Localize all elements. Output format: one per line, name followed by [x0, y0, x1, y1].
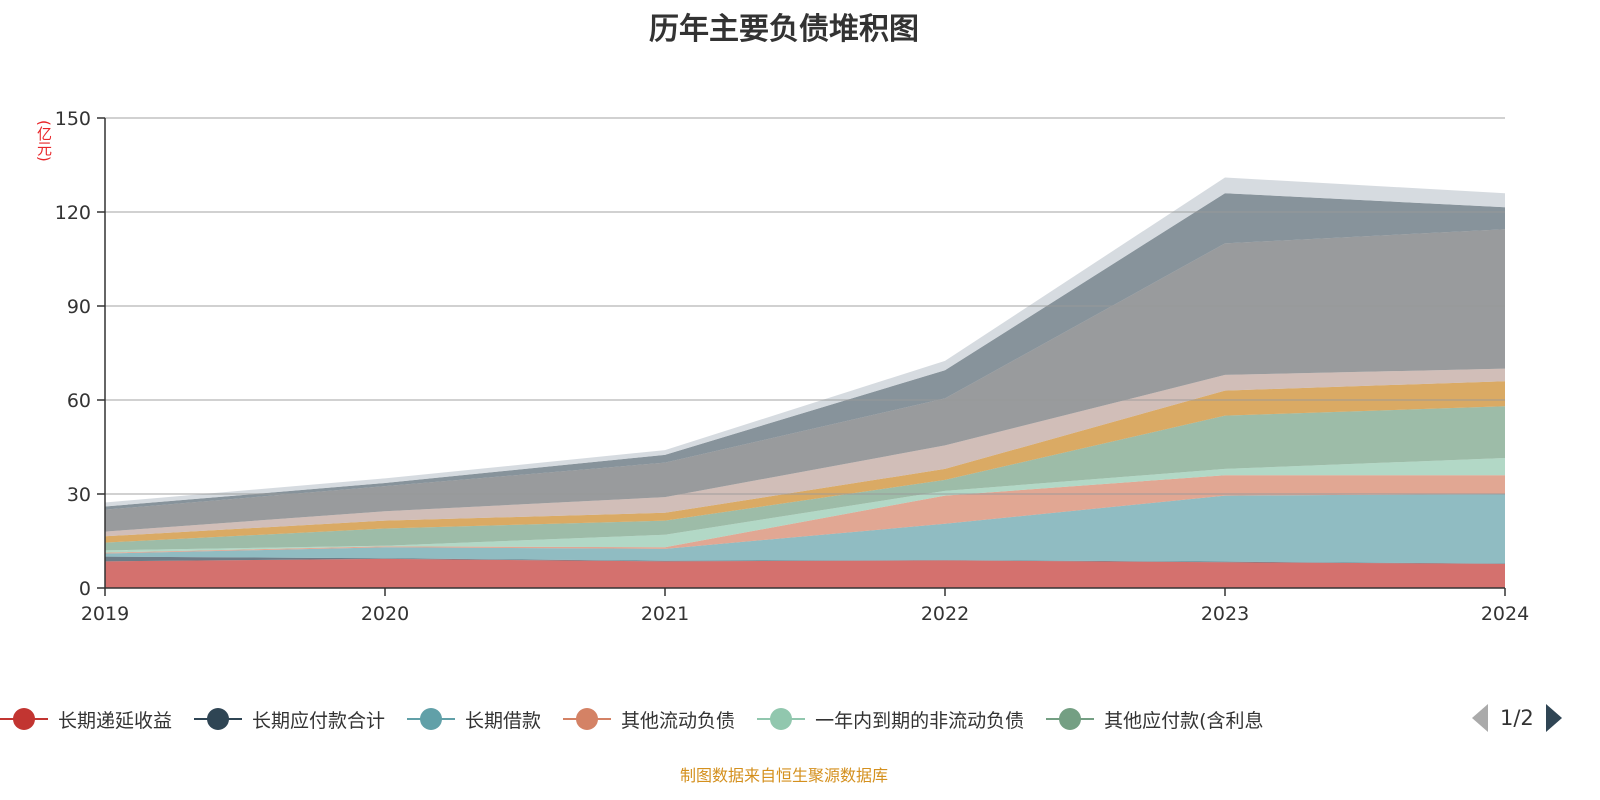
legend-item[interactable]: 一年内到期的非流动负债	[757, 706, 1024, 733]
y-tick-label: 90	[67, 296, 91, 318]
legend-label: 长期递延收益	[58, 709, 173, 732]
legend-item[interactable]: 长期应付款合计	[194, 706, 385, 733]
x-tick-label: 2024	[1481, 603, 1529, 625]
legend-item[interactable]: 长期借款	[407, 706, 541, 733]
y-tick-label: 30	[67, 484, 91, 506]
legend-marker-icon	[407, 707, 456, 731]
legend-marker-icon	[757, 707, 806, 731]
legend-prev-arrow-icon[interactable]	[1472, 704, 1488, 732]
legend-item[interactable]: 长期递延收益	[0, 706, 172, 733]
chart-title: 历年主要负债堆积图	[649, 12, 919, 47]
area-series-6	[105, 406, 1505, 551]
legend-marker-icon	[194, 707, 243, 731]
y-tick-label: 0	[79, 578, 91, 600]
x-tick-label: 2022	[921, 603, 969, 625]
area-series-10	[105, 193, 1505, 510]
y-axis-unit: (亿元)	[35, 120, 53, 162]
legend-item[interactable]: 其他流动负债	[563, 706, 735, 733]
legend-label: 长期借款	[465, 709, 542, 732]
area-series-8	[105, 368, 1505, 537]
legend-page-number: 1/2	[1500, 706, 1534, 730]
area-series-9	[105, 229, 1505, 532]
legend: 长期递延收益 长期应付款合计 长期借款 其他流动负债 一年内到期的非流动负债 其他应付款(…	[0, 704, 1286, 734]
y-tick-label: 60	[67, 390, 91, 412]
stacked-area-chart: 0 30 60 90 120 150 2019 2020 2021 2022 2023 2024	[55, 108, 1529, 625]
legend-label: 其他流动负债	[621, 709, 736, 732]
legend-label: 长期应付款合计	[252, 709, 386, 732]
legend-marker-icon	[563, 707, 612, 731]
legend-label: 其他应付款(含利息	[1104, 709, 1264, 732]
area-series-3	[105, 494, 1505, 564]
x-tick-label: 2019	[81, 603, 129, 625]
area-series-7	[105, 381, 1505, 543]
legend-item[interactable]: 其他应付款(含利息	[1046, 706, 1264, 733]
x-tick-label: 2023	[1201, 603, 1249, 625]
legend-next-arrow-icon[interactable]	[1545, 704, 1562, 732]
legend-pager: 1/2	[1472, 704, 1562, 732]
x-tick-label: 2021	[641, 603, 689, 625]
area-series-4	[105, 475, 1505, 554]
y-tick-label: 120	[55, 202, 91, 224]
legend-marker-icon	[0, 707, 48, 731]
y-tick-label: 150	[55, 108, 91, 130]
legend-label: 一年内到期的非流动负债	[815, 709, 1025, 732]
legend-marker-icon	[1046, 707, 1095, 731]
area-series-1	[105, 558, 1505, 588]
x-tick-label: 2020	[361, 603, 409, 625]
data-source-note: 制图数据来自恒生聚源数据库	[679, 766, 888, 785]
area-series-5	[105, 457, 1505, 553]
